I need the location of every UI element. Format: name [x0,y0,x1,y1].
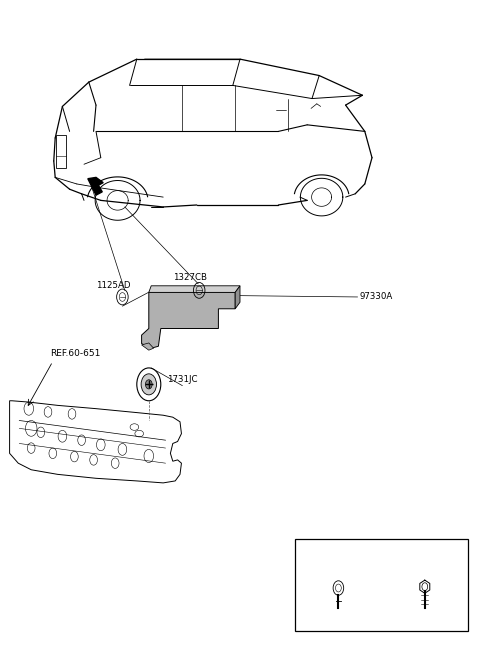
Circle shape [141,374,156,395]
FancyBboxPatch shape [295,539,468,631]
Text: 1125AD: 1125AD [96,281,130,290]
Polygon shape [235,286,240,309]
Circle shape [145,380,152,389]
Text: 1327CB: 1327CB [173,273,206,282]
Text: 97330A: 97330A [360,292,393,302]
Polygon shape [142,292,235,348]
Text: 1125DA: 1125DA [407,556,443,565]
Text: REF.60-651: REF.60-651 [50,349,101,358]
Polygon shape [88,177,103,195]
Polygon shape [149,286,240,292]
Text: 1731JC: 1731JC [167,375,198,384]
Text: 85744: 85744 [324,556,353,565]
Circle shape [137,368,161,401]
Polygon shape [142,343,154,350]
Polygon shape [10,401,181,483]
